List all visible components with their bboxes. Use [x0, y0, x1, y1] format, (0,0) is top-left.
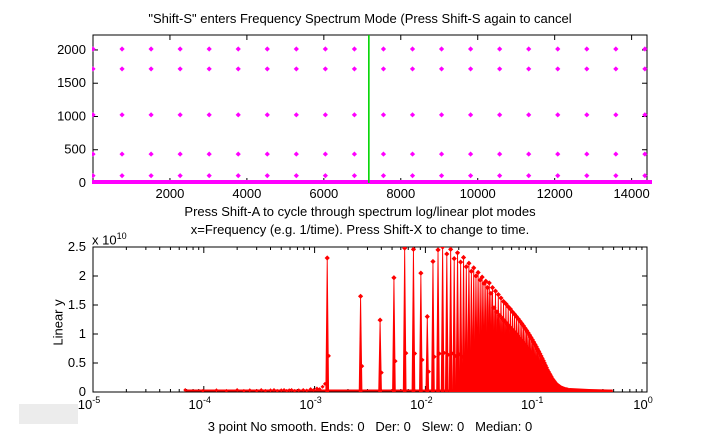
svg-text:2000: 2000: [57, 42, 86, 57]
svg-text:10-3: 10-3: [299, 395, 321, 412]
svg-text:4000: 4000: [232, 186, 261, 201]
svg-text:0.5: 0.5: [68, 355, 86, 370]
svg-text:12000: 12000: [537, 186, 573, 201]
svg-text:10-2: 10-2: [410, 395, 432, 412]
svg-text:6000: 6000: [309, 186, 338, 201]
instruction-shift-x: x=Frequency (e.g. 1/time). Press Shift-X…: [190, 222, 530, 237]
y-axis-multiplier: x 1010: [92, 229, 127, 247]
svg-text:2.5: 2.5: [68, 239, 86, 254]
svg-text:500: 500: [64, 142, 86, 157]
svg-text:8000: 8000: [386, 186, 415, 201]
svg-text:1: 1: [79, 326, 86, 341]
svg-text:2000: 2000: [155, 186, 184, 201]
svg-text:1000: 1000: [57, 108, 86, 123]
svg-text:10000: 10000: [460, 186, 496, 201]
smoothing-status-line: 3 point No smooth. Ends: 0 Der: 0 Slew: …: [207, 419, 533, 434]
svg-text:10-1: 10-1: [521, 395, 543, 412]
svg-text:10-5: 10-5: [78, 395, 100, 412]
instruction-shift-a: Press Shift-A to cycle through spectrum …: [184, 204, 536, 219]
svg-text:0: 0: [79, 384, 86, 399]
y-axis-multiplier-exponent: 10: [116, 231, 127, 241]
svg-text:0: 0: [79, 175, 86, 190]
svg-text:1.5: 1.5: [68, 297, 86, 312]
figure-title: "Shift-S" enters Frequency Spectrum Mode…: [148, 11, 572, 26]
svg-text:10-4: 10-4: [189, 395, 211, 412]
svg-text:100: 100: [633, 395, 652, 412]
svg-text:14000: 14000: [614, 186, 650, 201]
y-axis-multiplier-mantissa: x 10: [92, 232, 117, 248]
svg-text:1500: 1500: [57, 75, 86, 90]
svg-text:2: 2: [79, 268, 86, 283]
blank-control[interactable]: [19, 404, 78, 424]
y-axis-label: Linear y: [50, 299, 66, 346]
